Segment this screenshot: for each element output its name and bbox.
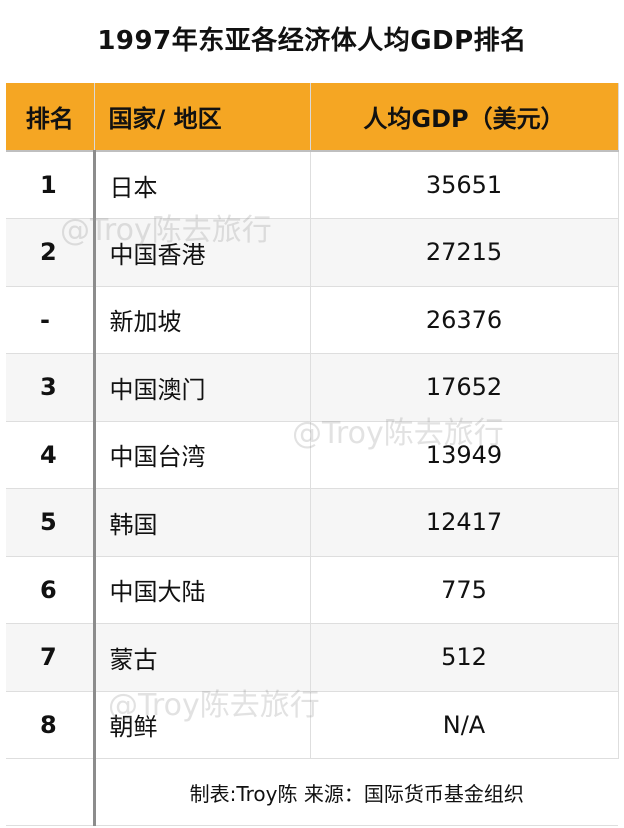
table-row: 7 蒙古 512 xyxy=(6,623,619,692)
gdp-value-cell: 35651 xyxy=(310,151,619,219)
country-region-cell: 新加坡 xyxy=(94,286,311,354)
gdp-value-cell: 512 xyxy=(310,623,619,692)
footer-blank-cell xyxy=(6,758,96,826)
rank-cell: 1 xyxy=(6,151,96,219)
rank-cell: 5 xyxy=(6,488,96,557)
country-region-cell: 蒙古 xyxy=(94,623,311,692)
gdp-table-container: 排名 国家/ 地区 人均GDP（美元） 1 日本 35651 2 中国香港 27215- 新… xyxy=(6,83,619,826)
gdp-value-cell: N/A xyxy=(310,691,619,759)
country-region-cell: 韩国 xyxy=(94,488,311,557)
table-row: 4 中国台湾 13949 xyxy=(6,421,619,489)
gdp-value-cell: 17652 xyxy=(310,353,619,422)
gdp-value-cell: 27215 xyxy=(310,218,619,287)
rank-cell: 8 xyxy=(6,691,96,759)
rank-cell: 3 xyxy=(6,353,96,422)
rank-cell: 2 xyxy=(6,218,96,287)
table-row: 1 日本 35651 xyxy=(6,151,619,219)
table-row: 8 朝鲜 N/A xyxy=(6,691,619,759)
table-row: 6 中国大陆 775 xyxy=(6,556,619,624)
gdp-value-cell: 13949 xyxy=(310,421,619,489)
rank-cell: 6 xyxy=(6,556,96,624)
country-region-cell: 中国澳门 xyxy=(94,353,311,422)
table-row: - 新加坡 26376 xyxy=(6,286,619,354)
gdp-value-cell: 775 xyxy=(310,556,619,624)
gdp-value-cell: 12417 xyxy=(310,488,619,557)
table-row: 3 中国澳门 17652 xyxy=(6,353,619,422)
gdp-value-cell: 26376 xyxy=(310,286,619,354)
table-row: 5 韩国 12417 xyxy=(6,488,619,557)
table-footer-row: 制表:Troy陈 来源：国际货币基金组织 xyxy=(6,758,618,826)
table-header-row: 排名 国家/ 地区 人均GDP（美元） xyxy=(6,83,619,152)
rank-cell: 7 xyxy=(6,623,96,692)
rank-cell: 4 xyxy=(6,421,96,489)
header-gdp-per-capita: 人均GDP（美元） xyxy=(310,83,619,152)
country-region-cell: 中国大陆 xyxy=(94,556,311,624)
gdp-ranking-table: 排名 国家/ 地区 人均GDP（美元） 1 日本 35651 2 中国香港 27215- 新… xyxy=(6,83,619,826)
country-region-cell: 中国香港 xyxy=(94,218,311,287)
header-rank: 排名 xyxy=(6,83,95,152)
page-title: 1997年东亚各经济体人均GDP排名 xyxy=(97,26,527,56)
table-body: 1 日本 35651 2 中国香港 27215- 新加坡 26376 3 中国澳门 17652 4 中国… xyxy=(6,151,619,759)
header-country-region: 国家/ 地区 xyxy=(94,83,311,152)
rank-cell: - xyxy=(6,286,96,354)
country-region-cell: 日本 xyxy=(94,151,311,219)
table-row: 2 中国香港 27215 xyxy=(6,218,619,287)
footer-source-note: 制表:Troy陈 来源：国际货币基金组织 xyxy=(94,758,618,826)
country-region-cell: 朝鲜 xyxy=(94,691,311,759)
country-region-cell: 中国台湾 xyxy=(94,421,311,489)
